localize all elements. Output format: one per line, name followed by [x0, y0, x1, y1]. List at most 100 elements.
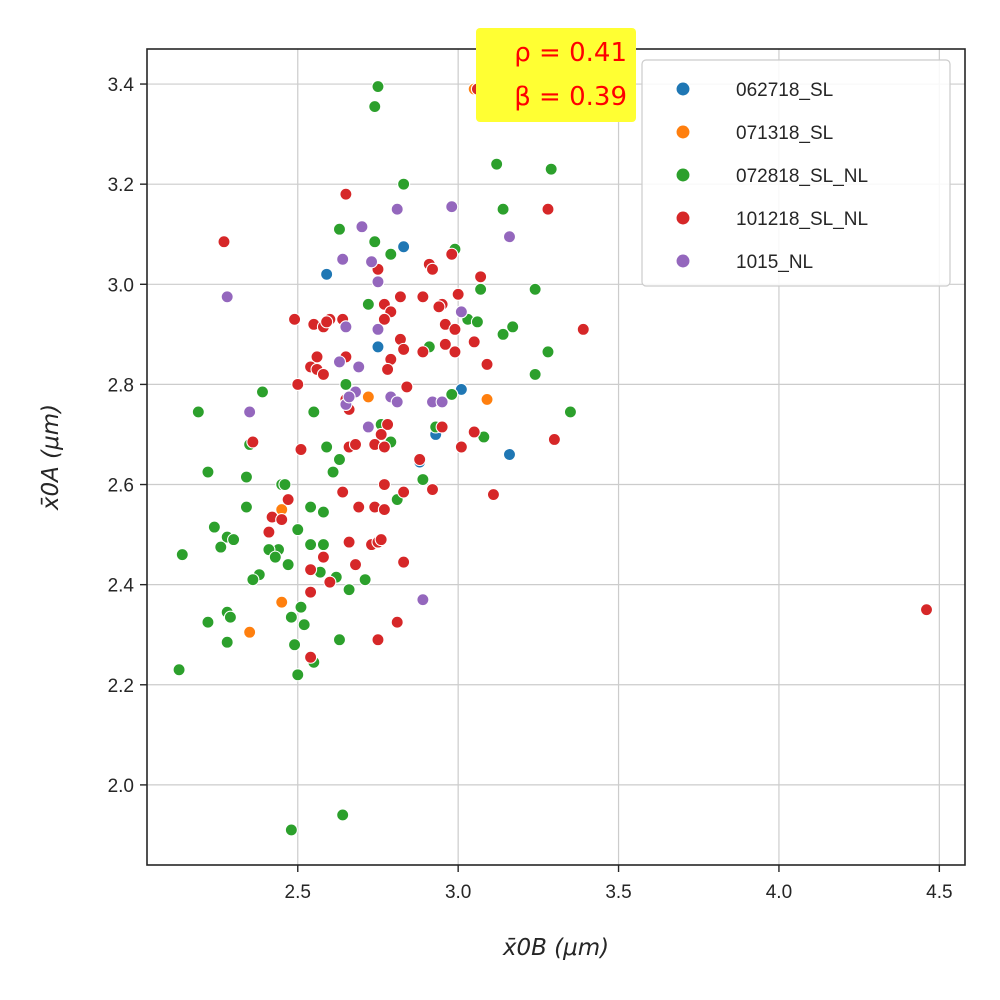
- legend-marker: [675, 210, 691, 226]
- point-101218_SL_NL: [416, 290, 430, 304]
- legend-label: 101218_SL_NL: [736, 209, 868, 230]
- point-071318_SL: [480, 392, 494, 406]
- point-101218_SL_NL: [246, 435, 260, 449]
- point-101218_SL_NL: [377, 312, 391, 326]
- point-072818_SL_NL: [445, 387, 459, 401]
- point-072818_SL_NL: [332, 452, 347, 467]
- y-tick-label: 2.4: [108, 576, 135, 597]
- point-101218_SL_NL: [400, 380, 414, 394]
- point-072818_SL_NL: [227, 533, 241, 547]
- y-tick-label: 3.4: [108, 75, 135, 96]
- point-1015_NL: [336, 252, 350, 266]
- point-101218_SL_NL: [541, 202, 555, 216]
- point-062718_SL: [397, 240, 411, 254]
- point-101218_SL_NL: [377, 477, 391, 492]
- legend-marker: [675, 124, 691, 140]
- point-072818_SL_NL: [255, 385, 270, 399]
- point-072818_SL_NL: [281, 558, 295, 572]
- point-072818_SL_NL: [336, 808, 350, 822]
- point-071318_SL: [275, 595, 289, 609]
- point-1015_NL: [445, 200, 459, 214]
- point-101218_SL_NL: [323, 575, 337, 589]
- point-101218_SL_NL: [339, 187, 353, 201]
- point-072818_SL_NL: [506, 320, 520, 334]
- point-101218_SL_NL: [486, 487, 500, 502]
- point-072818_SL_NL: [342, 583, 356, 597]
- point-072818_SL_NL: [528, 282, 542, 296]
- point-101218_SL_NL: [377, 440, 391, 454]
- point-072818_SL_NL: [304, 500, 318, 514]
- point-071318_SL: [361, 390, 375, 404]
- y-tick-label: 2.0: [108, 776, 134, 797]
- point-101218_SL_NL: [352, 500, 366, 514]
- y-tick-label: 2.6: [108, 476, 134, 497]
- point-062718_SL: [502, 447, 517, 462]
- legend-label: 072818_SL_NL: [736, 166, 868, 187]
- point-072818_SL_NL: [175, 548, 189, 562]
- point-1015_NL: [371, 275, 385, 289]
- point-072818_SL_NL: [291, 523, 305, 537]
- point-101218_SL_NL: [397, 555, 411, 569]
- point-072818_SL_NL: [201, 615, 215, 629]
- point-072818_SL_NL: [172, 663, 186, 677]
- point-101218_SL_NL: [397, 342, 411, 356]
- point-101218_SL_NL: [425, 482, 440, 497]
- annotation-box: ρ = 0.41 β = 0.39: [476, 28, 636, 122]
- point-1015_NL: [435, 395, 449, 409]
- point-101218_SL_NL: [432, 300, 446, 314]
- point-101218_SL_NL: [480, 357, 494, 371]
- point-101218_SL_NL: [547, 432, 561, 447]
- point-101218_SL_NL: [576, 322, 590, 336]
- point-1015_NL: [454, 305, 468, 319]
- point-072818_SL_NL: [490, 157, 504, 171]
- data-points: [172, 79, 934, 837]
- legend-marker: [675, 81, 691, 97]
- point-101218_SL_NL: [416, 345, 430, 359]
- point-072818_SL_NL: [563, 405, 577, 419]
- point-072818_SL_NL: [288, 638, 302, 652]
- point-072818_SL_NL: [470, 315, 484, 329]
- point-072818_SL_NL: [291, 668, 305, 682]
- x-tick-label: 4.0: [766, 882, 792, 903]
- point-072818_SL_NL: [332, 633, 347, 647]
- point-072818_SL_NL: [326, 465, 340, 479]
- annotation-beta: β = 0.39: [514, 82, 627, 112]
- point-072818_SL_NL: [368, 100, 382, 114]
- point-072818_SL_NL: [384, 247, 398, 261]
- point-072818_SL_NL: [207, 520, 221, 534]
- point-072818_SL_NL: [316, 505, 330, 519]
- point-072818_SL_NL: [246, 573, 260, 587]
- point-072818_SL_NL: [397, 177, 411, 191]
- point-101218_SL_NL: [304, 585, 318, 599]
- point-101218_SL_NL: [316, 550, 330, 564]
- point-1015_NL: [220, 290, 234, 304]
- point-101218_SL_NL: [320, 315, 334, 329]
- point-101218_SL_NL: [294, 442, 308, 457]
- point-101218_SL_NL: [316, 367, 330, 381]
- point-101218_SL_NL: [390, 615, 404, 629]
- y-axis-ticks: 2.0 2.2 2.4 2.6 2.8 3.0 3.2 3.4: [108, 75, 147, 797]
- point-101218_SL_NL: [397, 485, 411, 499]
- point-072818_SL_NL: [332, 222, 347, 236]
- point-101218_SL_NL: [438, 337, 452, 351]
- point-101218_SL_NL: [336, 485, 350, 499]
- point-072818_SL_NL: [307, 405, 321, 419]
- point-1015_NL: [371, 322, 385, 336]
- x-tick-label: 3.0: [445, 882, 471, 903]
- point-1015_NL: [243, 405, 257, 419]
- point-072818_SL_NL: [223, 610, 237, 624]
- point-072818_SL_NL: [191, 405, 205, 419]
- y-axis-label: x̄0A (μm): [38, 404, 64, 511]
- point-101218_SL_NL: [435, 420, 449, 434]
- point-101218_SL_NL: [919, 603, 934, 617]
- point-101218_SL_NL: [348, 437, 363, 452]
- point-072818_SL_NL: [368, 235, 382, 249]
- point-072818_SL_NL: [316, 538, 330, 552]
- legend-frame: [641, 59, 951, 287]
- point-101218_SL_NL: [342, 535, 356, 549]
- y-tick-label: 2.8: [108, 375, 134, 396]
- legend-marker: [675, 167, 691, 183]
- point-101218_SL_NL: [451, 287, 465, 301]
- point-1015_NL: [352, 360, 366, 374]
- point-101218_SL_NL: [217, 235, 231, 249]
